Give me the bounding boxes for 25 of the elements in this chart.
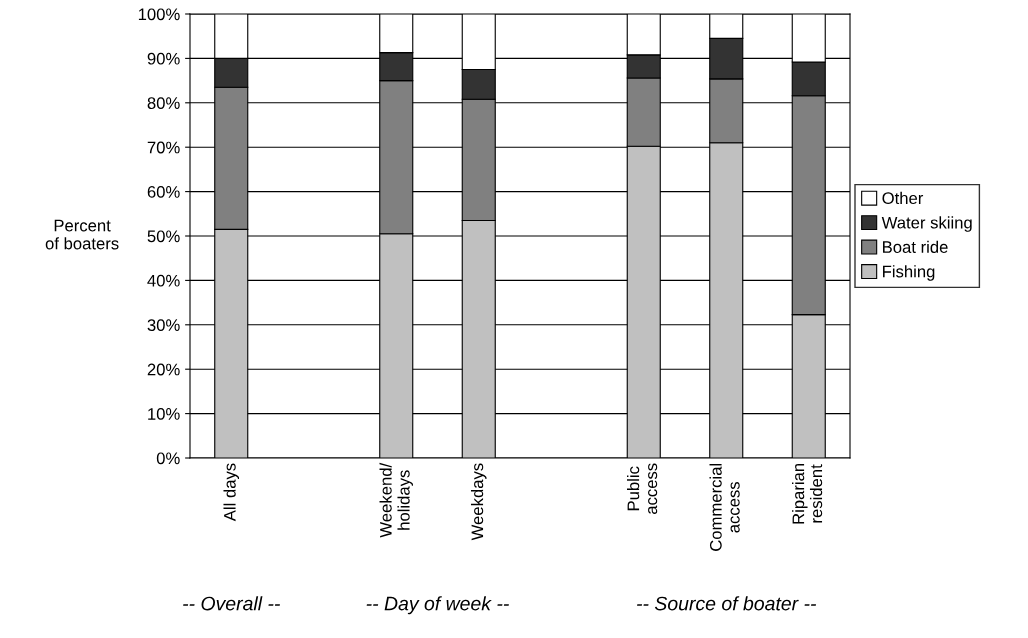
y-tick-label: 30% — [147, 319, 180, 331]
text: -- Overall -- — [183, 596, 280, 611]
legend-label: Water skiing — [881, 216, 972, 232]
y-axis-title: Percent of boaters — [45, 219, 119, 250]
text: -- Source of boater -- — [637, 596, 817, 611]
legend-label: Other — [882, 191, 924, 205]
y-tick-label: 90% — [147, 52, 180, 65]
legend-label: Boat ride — [883, 240, 948, 253]
x-tick-label: Weekdays — [470, 463, 487, 541]
y-tick-label: 60% — [147, 186, 180, 198]
y-tick-label: 40% — [147, 274, 180, 287]
y-tick-label: 10% — [148, 408, 180, 420]
y-tick-label: 100% — [138, 8, 180, 21]
x-tick-label: Commercial access — [709, 463, 740, 551]
y-tick-label: 80% — [147, 97, 180, 109]
x-tick-label: Public access — [627, 463, 658, 515]
y-tick-label: 70% — [147, 141, 180, 154]
text: -- Day of week -- — [366, 596, 509, 615]
y-tick-label: 0% — [156, 452, 180, 465]
y-tick-label: 50% — [147, 230, 180, 243]
x-tick-label: All days — [223, 463, 240, 522]
x-tick-label: Riparian resident — [792, 463, 823, 524]
legend-label: Fishing — [883, 265, 935, 281]
y-tick-label: 20% — [147, 363, 180, 376]
x-tick-label: Weekend/ holidays — [379, 462, 413, 538]
